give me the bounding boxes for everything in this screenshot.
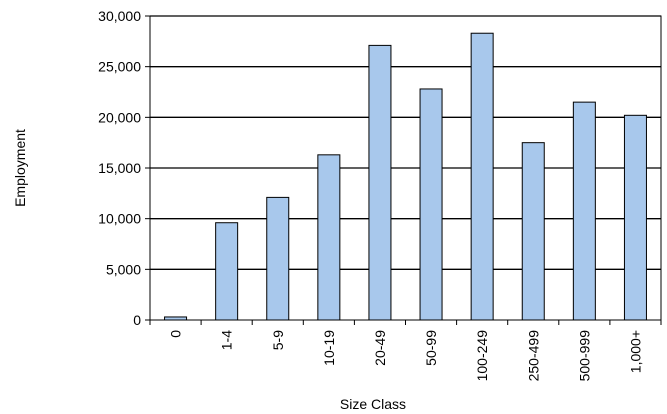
bar-100-249 [470, 32, 494, 321]
x-tick-label: 50-99 [423, 330, 439, 366]
x-tick-label: 500-999 [576, 330, 592, 382]
y-tick-label: 0 [133, 312, 141, 328]
x-tick-label: 250-499 [525, 330, 541, 382]
x-tick-label: 5-9 [270, 330, 286, 350]
bar-5-9 [266, 196, 290, 321]
bars [164, 32, 647, 321]
y-tick-label: 10,000 [98, 211, 141, 227]
x-axis-title: Size Class [340, 396, 406, 412]
x-tick-labels: 0 1-4 5-9 10-19 20-49 50-99 100-249 250-499 500-… [168, 330, 644, 382]
y-tick-label: 15,000 [98, 160, 141, 176]
y-tick-label: 25,000 [98, 59, 141, 75]
x-tick-label: 1,000+ [627, 330, 643, 373]
bar-500-999 [572, 101, 596, 321]
bar-1-4 [215, 222, 239, 321]
axes [145, 15, 662, 325]
x-tick-label: 100-249 [474, 330, 490, 382]
x-tick-label: 0 [168, 330, 184, 338]
y-tick-label: 5,000 [106, 261, 141, 277]
y-tick-label: 20,000 [98, 109, 141, 125]
bar-1,000+ [623, 114, 647, 321]
bar-50-99 [419, 88, 443, 321]
bar-10-19 [317, 154, 341, 321]
y-tick-label: 30,000 [98, 8, 141, 24]
x-tick-label: 20-49 [372, 330, 388, 366]
y-axis-title: Employment [12, 129, 28, 207]
x-tick-label: 10-19 [321, 330, 337, 366]
bar-250-499 [521, 142, 545, 321]
bar-20-49 [368, 44, 392, 321]
y-tick-labels: 0 5,000 10,000 15,000 20,000 25,000 30,000 [98, 8, 141, 328]
x-tick-label: 1-4 [219, 330, 235, 350]
